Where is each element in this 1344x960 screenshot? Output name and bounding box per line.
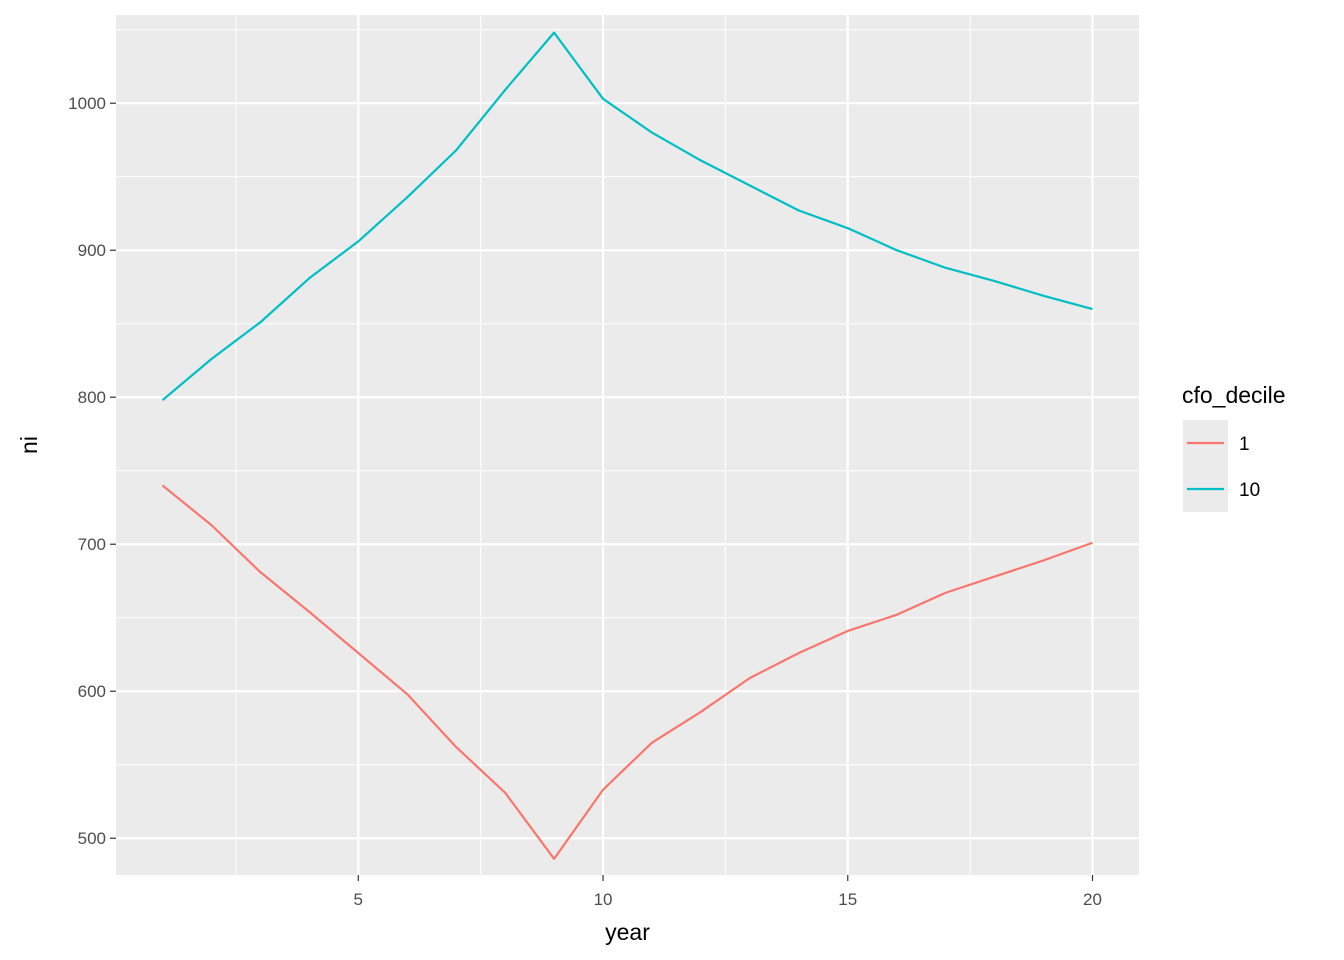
series-line-1: [161, 484, 1093, 860]
x-axis: 5 10 15 20: [354, 875, 1102, 909]
y-tick-label: 900: [78, 241, 106, 260]
legend-label-10: 10: [1239, 480, 1260, 501]
y-tick-label: 1000: [68, 94, 106, 113]
y-tick-label: 800: [78, 388, 106, 407]
legend-label-1: 1: [1239, 434, 1250, 455]
major-gridlines: [116, 15, 1139, 875]
series-line-10: [161, 31, 1093, 402]
panel-background: [116, 15, 1139, 875]
y-axis: 500 600 700 800 900 1000: [68, 94, 116, 848]
x-tick-label: 15: [838, 890, 857, 909]
x-axis-title: year: [605, 919, 650, 945]
x-tick-label: 5: [354, 890, 363, 909]
y-axis-title: ni: [16, 436, 42, 454]
y-tick-label: 500: [78, 829, 106, 848]
x-tick-label: 10: [594, 890, 613, 909]
series-lines: [161, 31, 1093, 860]
legend-items: 1 10: [1183, 420, 1260, 512]
y-tick-label: 600: [78, 682, 106, 701]
legend: cfo_decile 1 10: [1182, 382, 1286, 512]
legend-title: cfo_decile: [1182, 382, 1286, 408]
x-tick-label: 20: [1083, 890, 1102, 909]
y-tick-label: 700: [78, 535, 106, 554]
